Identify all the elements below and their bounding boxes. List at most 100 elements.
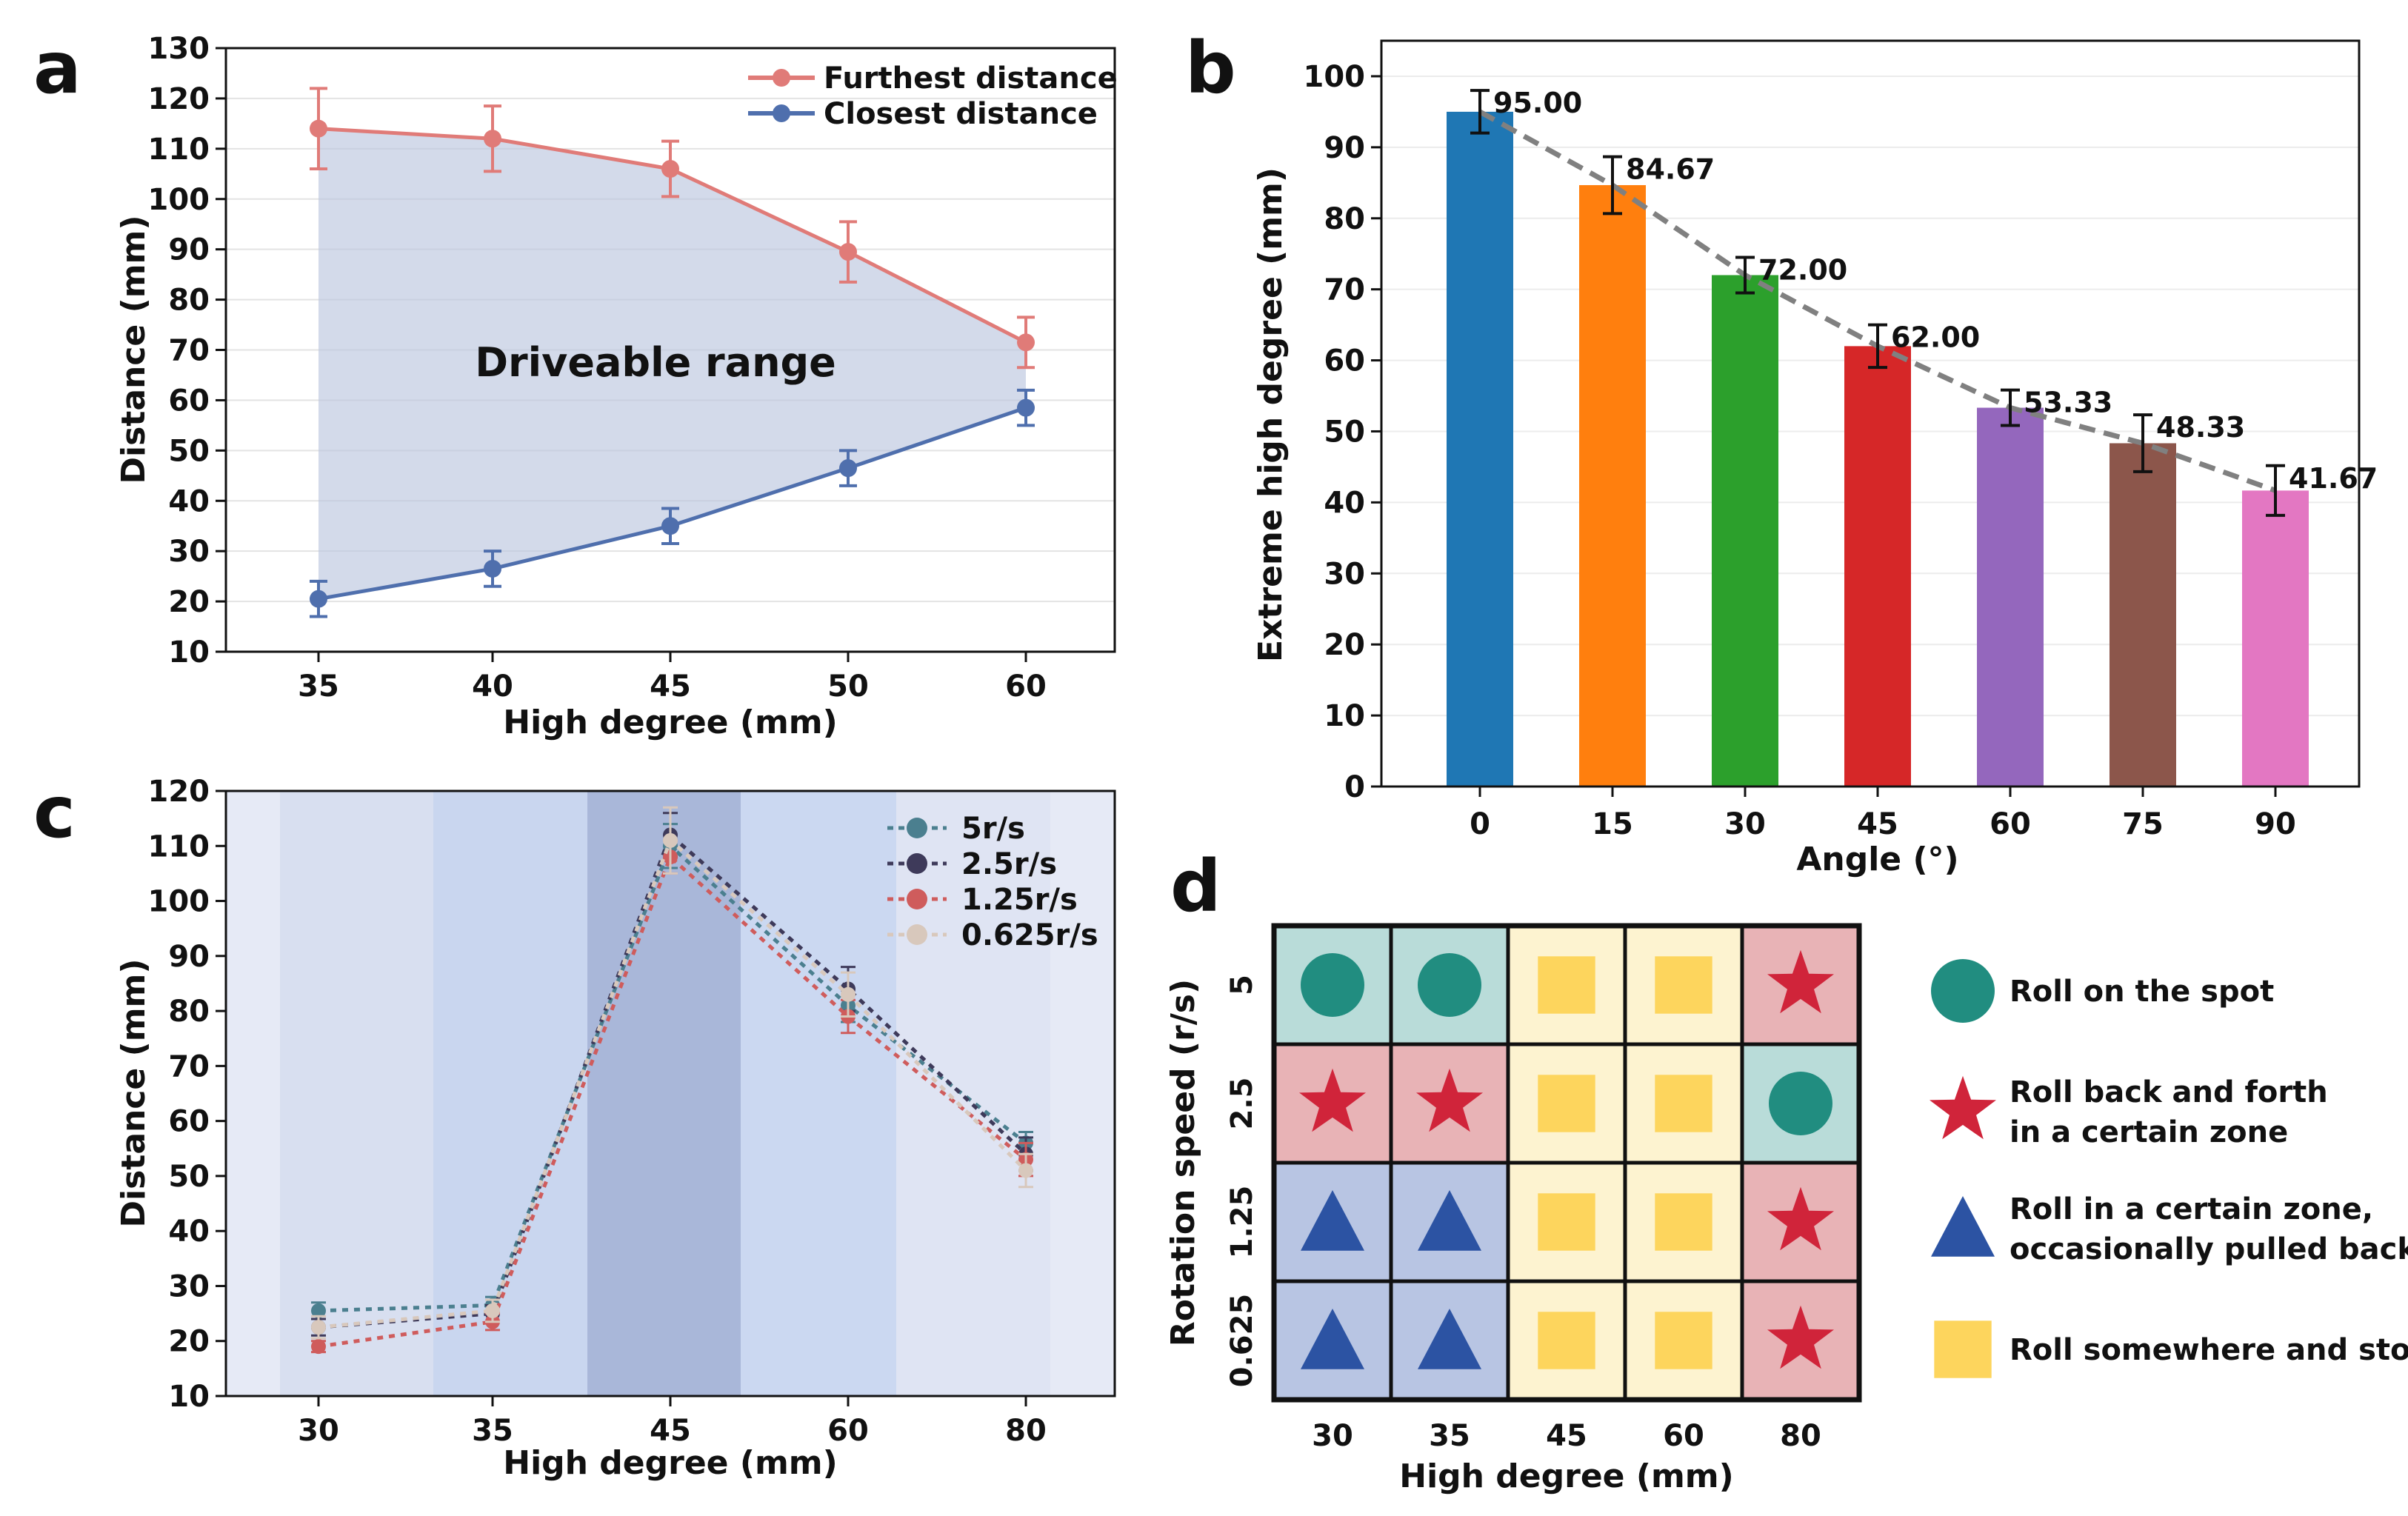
column-label: 80 <box>1780 1419 1821 1453</box>
y-tick-label: 20 <box>168 585 210 619</box>
y-axis-title: Distance (mm) <box>115 216 153 484</box>
triangle-marker <box>1418 1309 1481 1369</box>
y-tick-label: 80 <box>168 284 210 318</box>
y-tick-label: 20 <box>168 1325 210 1359</box>
y-tick-label: 40 <box>168 484 210 518</box>
column-label: 45 <box>1546 1419 1587 1453</box>
data-point <box>311 1339 326 1355</box>
square-marker <box>1655 1193 1712 1251</box>
panel-c-chart: 10 20 30 40 50 60 70 80 90 100 110 120 5r/s2.5r/s1.2… <box>115 775 1116 1482</box>
x-tick-label: 35 <box>298 669 339 704</box>
y-tick-label: 90 <box>1324 131 1365 165</box>
data-point <box>1017 398 1035 417</box>
legend-label: 1.25r/s <box>961 883 1078 917</box>
bar <box>1579 184 1646 787</box>
data-point <box>661 517 679 535</box>
data-point <box>841 986 856 1002</box>
x-tick-label: 60 <box>1990 807 2031 841</box>
x-axis-title: Angle (°) <box>1796 841 1958 878</box>
square-marker <box>1655 956 1712 1014</box>
legend-label: occasionally pulled back <box>2010 1232 2408 1266</box>
data-point <box>1018 1163 1033 1178</box>
bar-value-label: 53.33 <box>2024 387 2112 419</box>
row-label: 5 <box>1225 975 1259 995</box>
series-line <box>318 853 1027 1349</box>
legend-label: in a certain zone <box>2010 1115 2288 1149</box>
legend-circle-icon <box>1931 959 1995 1023</box>
y-tick-label: 60 <box>1324 344 1365 378</box>
square-marker <box>1655 1312 1712 1369</box>
bar <box>2242 490 2309 787</box>
bar <box>1712 275 1778 787</box>
y-tick-label: 50 <box>168 1160 210 1194</box>
y-tick-label: 30 <box>1324 557 1365 591</box>
x-tick-label: 40 <box>472 669 513 704</box>
y-tick-label: 20 <box>1324 628 1365 662</box>
data-point <box>1017 333 1035 352</box>
y-tick-label: 80 <box>1324 202 1365 236</box>
legend-marker <box>907 924 927 945</box>
data-point <box>661 160 679 178</box>
legend-label: Roll on the spot <box>2010 975 2274 1009</box>
data-point <box>484 130 501 148</box>
legend-label: 2.5r/s <box>961 847 1057 881</box>
driveable-range-area <box>318 128 1026 599</box>
y-tick-label: 120 <box>148 82 210 116</box>
panel-d-grid: 30 35 45 60 80 5 2.5 1.25 0.625 High degree (mm) R… <box>1164 923 2408 1495</box>
x-tick-label: 75 <box>2122 807 2164 841</box>
x-tick-label: 90 <box>2255 807 2296 841</box>
y-tick-label: 60 <box>168 1105 210 1139</box>
data-point <box>311 1320 326 1335</box>
bar-value-label: 48.33 <box>2156 411 2245 444</box>
category-band <box>896 791 1050 1396</box>
y-tick-label: 80 <box>168 995 210 1029</box>
y-tick-label: 110 <box>148 829 210 864</box>
panel-label-b: b <box>1185 27 1236 110</box>
data-point <box>839 459 857 478</box>
y-tick-label: 10 <box>168 1380 210 1414</box>
bar-value-label: 84.67 <box>1626 153 1715 186</box>
square-marker <box>1538 1193 1595 1251</box>
x-tick-label: 50 <box>827 669 869 704</box>
legend-label: Roll somewhere and stop <box>2010 1333 2408 1367</box>
triangle-marker <box>1301 1190 1364 1251</box>
data-point <box>311 1303 326 1318</box>
y-tick-label: 0 <box>1344 770 1365 804</box>
star-marker <box>1767 1186 1834 1251</box>
data-point <box>485 1303 500 1318</box>
legend-star-icon <box>1930 1075 1996 1140</box>
data-point <box>663 832 678 848</box>
legend-marker <box>907 818 927 838</box>
column-label: 30 <box>1312 1419 1353 1453</box>
y-tick-label: 90 <box>168 233 210 267</box>
y-tick-label: 100 <box>1304 60 1366 94</box>
x-axis-title: High degree (mm) <box>1399 1457 1734 1495</box>
y-tick-label: 70 <box>168 334 210 368</box>
x-tick-label: 0 <box>1470 807 1490 841</box>
bar <box>1447 111 1513 787</box>
x-axis-title: High degree (mm) <box>503 1444 838 1482</box>
data-point <box>310 119 327 138</box>
panel-a-chart: 10 20 30 40 50 60 70 80 90 100 110 120 130 35 40 45 50 60… <box>115 32 1118 741</box>
y-tick-label: 110 <box>148 133 210 167</box>
y-tick-label: 100 <box>148 885 210 919</box>
y-tick-label: 10 <box>168 635 210 669</box>
legend-label: 5r/s <box>961 812 1025 846</box>
x-tick-label: 35 <box>472 1414 513 1448</box>
square-marker <box>1538 1312 1595 1369</box>
x-tick-label: 80 <box>1005 1414 1047 1448</box>
square-marker <box>1655 1075 1712 1132</box>
row-label: 0.625 <box>1225 1294 1259 1388</box>
y-tick-label: 30 <box>168 1269 210 1303</box>
square-marker <box>1538 1075 1595 1132</box>
row-label: 2.5 <box>1225 1078 1259 1130</box>
square-marker <box>1538 956 1595 1014</box>
legend-marker <box>907 889 927 909</box>
circle-marker <box>1769 1072 1832 1135</box>
y-tick-label: 40 <box>168 1215 210 1249</box>
panel-b-chart: 0 10 20 30 40 50 60 70 80 90 100 95.00 84.67 72.00 62.… <box>1252 39 2378 878</box>
legend-marker <box>773 104 790 122</box>
bar <box>2109 443 2176 787</box>
legend-label: Roll back and forth <box>2010 1075 2328 1109</box>
plot-frame <box>1380 39 2361 788</box>
